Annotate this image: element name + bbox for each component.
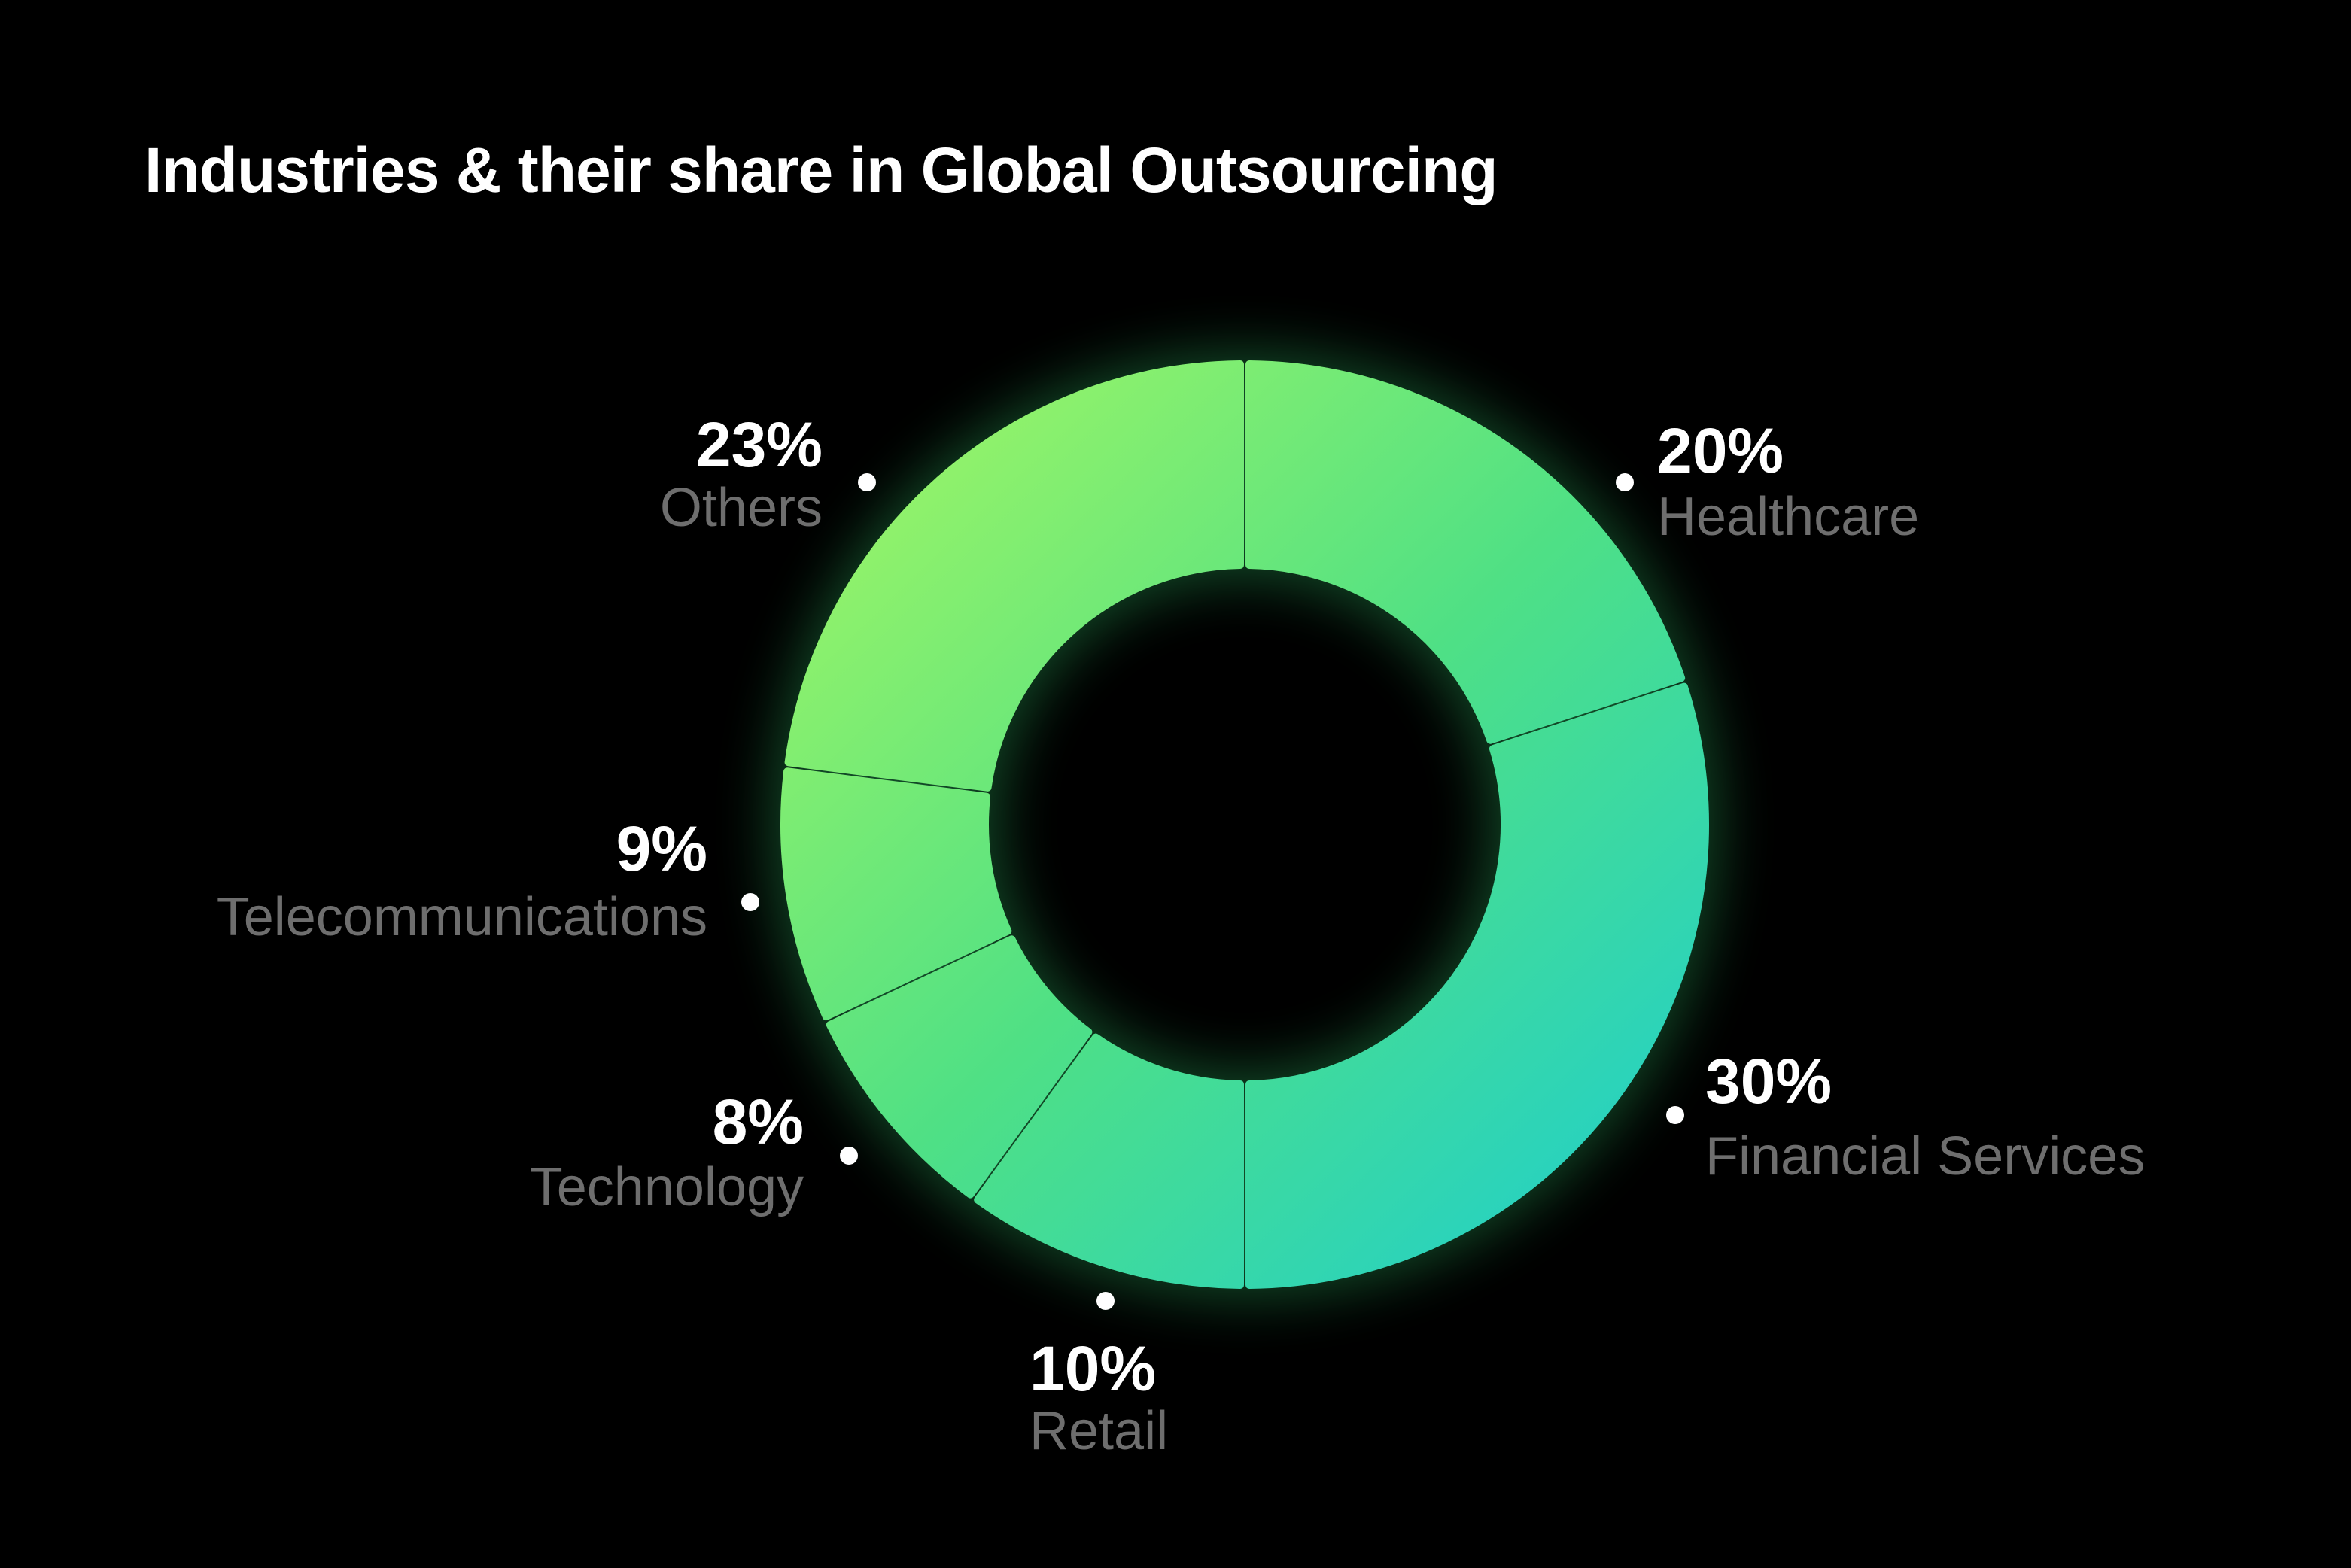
value-label-others: 23% [696,409,823,480]
category-label-telecommunications: Telecommunications [217,887,707,947]
category-label-others: Others [660,478,823,538]
marker-telecommunications [741,893,759,911]
category-label-healthcare: Healthcare [1657,487,1919,547]
value-label-telecommunications: 9% [616,813,707,884]
marker-retail [1096,1292,1115,1310]
value-label-retail: 10% [1030,1333,1156,1404]
marker-healthcare [1616,473,1634,491]
slice-labels: 20%Healthcare 30% Financial Services 10%Ret… [217,409,2146,1461]
slice-retail[interactable] [974,1033,1244,1289]
slice-telecommunications[interactable] [780,767,1012,1021]
marker-technology [840,1147,858,1165]
category-label-financial-services: Financial Services [1705,1126,2145,1187]
donut-slices [780,360,1709,1289]
category-label-retail: Retail [1030,1401,1168,1461]
chart-title: Industries & their share in Global Outso… [144,135,1498,205]
marker-financial-services [1666,1106,1684,1124]
value-label-financial-services: 30% [1705,1046,1832,1117]
slice-technology[interactable] [826,935,1093,1199]
slice-financial-services[interactable] [1245,682,1709,1289]
category-label-technology: Technology [530,1157,804,1217]
slice-others[interactable] [784,360,1244,792]
value-label-technology: 8% [713,1086,804,1157]
marker-others [858,473,876,491]
slice-healthcare[interactable] [1245,360,1686,744]
value-label-healthcare: 20% [1657,415,1784,486]
